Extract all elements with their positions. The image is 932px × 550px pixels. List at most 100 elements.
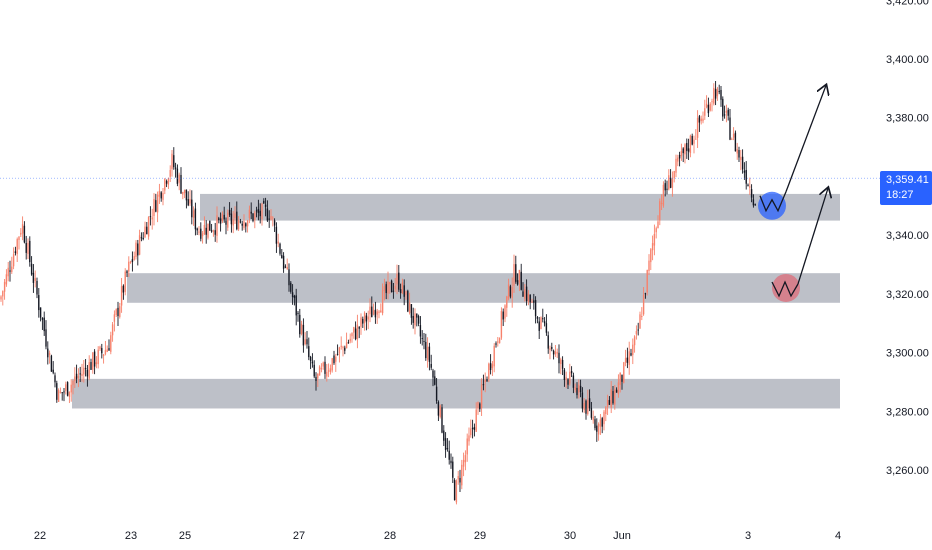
candle-up: [475, 409, 477, 432]
candle-up: [183, 189, 186, 193]
price-axis[interactable]: 3,420.003,400.003,380.003,360.003,340.00…: [886, 0, 929, 477]
candle-down: [626, 357, 629, 363]
candle-down: [131, 259, 134, 263]
candle-up: [383, 286, 386, 292]
candle-up: [189, 198, 191, 204]
candle-up: [426, 346, 429, 360]
candle-down: [41, 318, 44, 320]
candle-down: [354, 328, 357, 340]
candle-up: [198, 231, 200, 233]
candle-down: [596, 425, 598, 432]
candle-up: [740, 156, 742, 161]
candle-up: [614, 389, 616, 405]
candle-down: [266, 208, 269, 221]
candle-up: [684, 144, 686, 155]
candle-up: [92, 352, 94, 370]
candle-up: [554, 351, 557, 355]
candle-up: [74, 376, 76, 382]
candle-down: [459, 477, 461, 483]
candle-up: [468, 435, 470, 442]
candle-up: [237, 219, 240, 230]
candle-up: [115, 309, 117, 315]
candle-down: [435, 386, 438, 401]
candle-up: [624, 358, 627, 363]
candle-down: [743, 170, 746, 173]
candle-down: [146, 226, 148, 235]
candle-down: [486, 379, 488, 381]
candle-down: [75, 373, 78, 379]
candle-down: [664, 183, 666, 191]
candle-down: [30, 263, 33, 275]
candle-up: [518, 269, 521, 283]
candle-up: [578, 384, 580, 393]
candle-up: [641, 316, 643, 318]
candle-up: [153, 199, 155, 216]
candle-down: [302, 324, 305, 346]
candle-up: [470, 428, 472, 436]
candle-down: [187, 199, 189, 206]
candle-up: [635, 331, 638, 335]
time-tick-label: 23: [125, 530, 137, 542]
candle-down: [714, 89, 717, 99]
candle-down: [333, 355, 335, 364]
candle-up: [72, 381, 74, 386]
candle-up: [18, 236, 20, 240]
candle-down: [720, 89, 722, 100]
candle-up: [732, 133, 735, 138]
candle-up: [286, 267, 288, 270]
candle-down: [358, 327, 360, 329]
price-tick-label: 3,420.00: [886, 0, 929, 7]
candle-up: [565, 377, 567, 380]
candle-up: [628, 351, 630, 365]
candle-down: [421, 338, 423, 340]
candle-up: [3, 281, 6, 292]
candle-down: [567, 379, 569, 385]
candle-down: [529, 294, 531, 303]
candle-down: [678, 154, 681, 159]
candle-down: [165, 181, 168, 184]
candle-up: [725, 110, 728, 113]
candle-up: [408, 302, 411, 313]
candle-down: [264, 204, 267, 207]
candle-up: [513, 264, 515, 286]
candle-up: [367, 316, 369, 320]
candle-down: [9, 270, 11, 272]
candle-down: [93, 351, 96, 367]
candle-up: [356, 324, 359, 340]
time-axis[interactable]: 22 23 25 27 28 29 30 Jun 3 4: [34, 530, 841, 542]
candle-down: [29, 240, 31, 263]
candle-up: [243, 221, 245, 229]
candle-up: [549, 348, 551, 350]
candle-down: [90, 362, 92, 370]
candle-down: [180, 174, 182, 194]
candle-up: [488, 363, 490, 380]
candle-down: [63, 391, 65, 393]
annotations: [758, 85, 828, 302]
candle-up: [110, 335, 112, 352]
candle-up: [201, 233, 204, 237]
candle-down: [225, 220, 227, 225]
candle-up: [560, 359, 562, 365]
candle-up: [606, 399, 609, 407]
candle-down: [630, 353, 632, 356]
candle-up: [439, 405, 441, 417]
blue-marker-circle: [758, 191, 786, 220]
candle-up: [151, 217, 153, 220]
candle-down: [126, 271, 128, 274]
candle-up: [246, 220, 249, 227]
candle-down: [450, 460, 452, 464]
candle-up: [70, 384, 72, 393]
red-zigzag: [771, 280, 799, 298]
candle-down: [552, 350, 555, 355]
candle-up: [88, 362, 90, 379]
candle-up: [597, 423, 600, 435]
candle-up: [119, 306, 121, 317]
candle-down: [441, 407, 443, 433]
candle-up: [705, 103, 708, 108]
candle-up: [129, 261, 132, 263]
candle-down: [545, 323, 548, 333]
price-tick-label: 3,320.00: [886, 289, 929, 301]
candle-down: [209, 220, 211, 231]
candle-up: [59, 391, 62, 393]
